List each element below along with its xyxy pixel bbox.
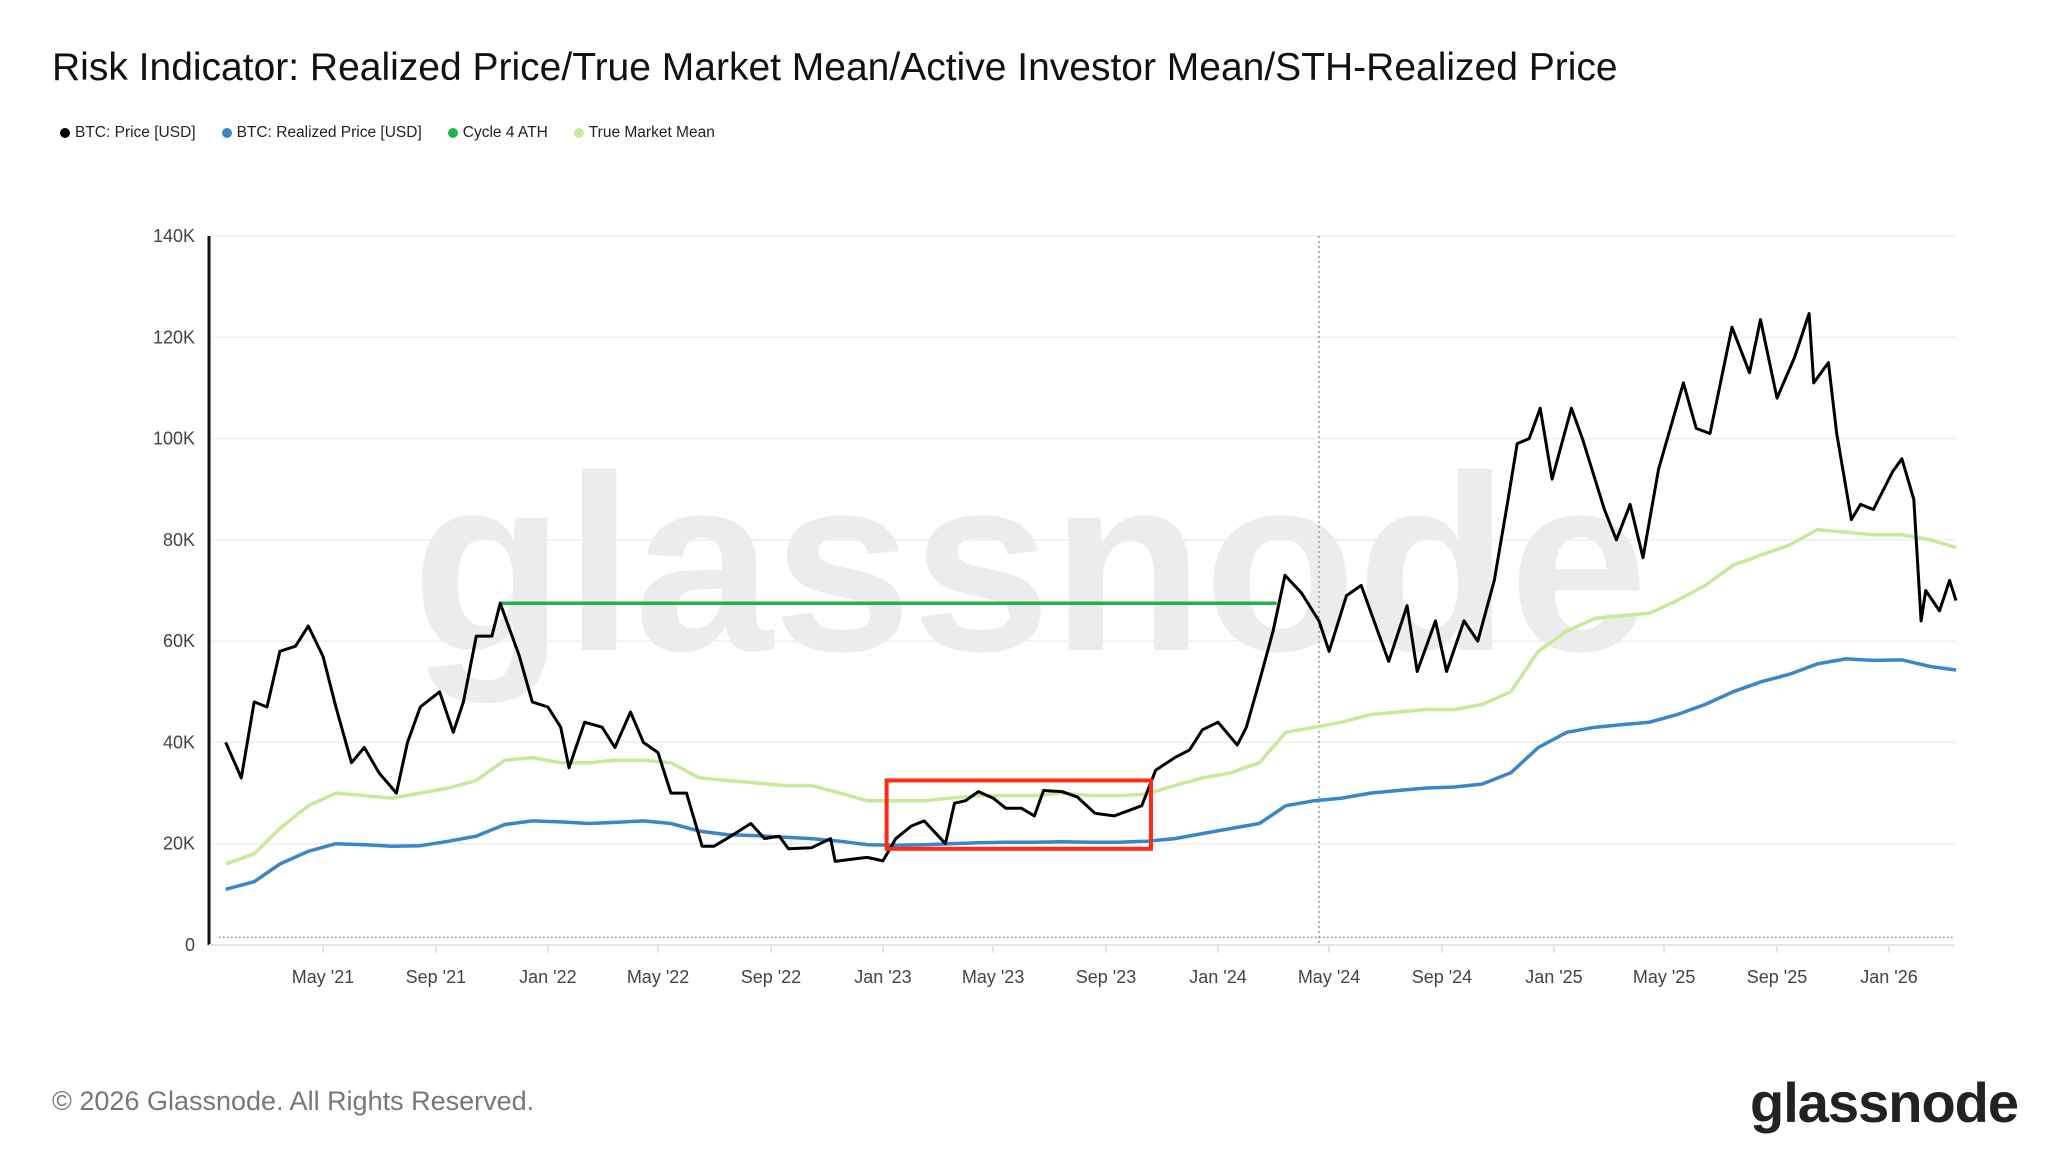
x-tick-label: May '25	[1633, 967, 1695, 987]
x-tick-label: May '23	[962, 967, 1024, 987]
x-tick-label: May '21	[292, 967, 354, 987]
x-tick-label: Jan '25	[1525, 967, 1582, 987]
legend-item-true-market-mean[interactable]: True Market Mean	[573, 124, 715, 142]
legend-dot-icon	[60, 128, 70, 138]
y-tick-label: 100K	[153, 429, 195, 449]
x-tick-label: Jan '23	[854, 967, 911, 987]
y-tick-label: 20K	[163, 834, 195, 854]
legend-item-price[interactable]: BTC: Price [USD]	[60, 124, 196, 142]
legend-dot-icon	[447, 128, 458, 138]
legend-dot-icon	[573, 128, 584, 138]
x-tick-label: May '22	[627, 967, 689, 987]
x-tick-label: Sep '22	[741, 967, 802, 987]
legend-label: Cycle 4 ATH	[462, 124, 548, 141]
y-tick-label: 60K	[163, 631, 195, 651]
glassnode-logo: glassnode	[1750, 1071, 2019, 1134]
x-tick-label: Jan '26	[1860, 967, 1917, 987]
legend-label: BTC: Realized Price [USD]	[236, 124, 422, 141]
y-tick-label: 0	[185, 935, 195, 955]
x-tick-label: Sep '24	[1412, 967, 1473, 987]
series-line-btc-price-usd-	[224, 312, 1958, 863]
legend: BTC: Price [USD] BTC: Realized Price [US…	[60, 124, 715, 142]
legend-dot-icon	[221, 128, 232, 138]
x-tick-label: Jan '24	[1189, 967, 1246, 987]
x-tick-label: Sep '25	[1747, 967, 1808, 987]
series-line-btc-realized-price-usd-	[225, 657, 1957, 891]
series-line-true-market-mean	[225, 527, 1957, 866]
copyright: © 2026 Glassnode. All Rights Reserved.	[52, 1086, 535, 1116]
legend-label: BTC: Price [USD]	[75, 124, 196, 141]
x-tick-label: May '24	[1298, 967, 1360, 987]
watermark: glassnode	[412, 424, 1648, 703]
legend-item-cycle4-ath[interactable]: Cycle 4 ATH	[447, 124, 548, 142]
x-tick-label: Sep '23	[1076, 967, 1137, 987]
y-tick-label: 80K	[163, 530, 195, 550]
y-tick-label: 140K	[153, 226, 195, 246]
x-tick-label: Sep '21	[406, 967, 467, 987]
legend-label: True Market Mean	[588, 124, 715, 141]
y-tick-label: 40K	[163, 732, 195, 752]
x-tick-label: Jan '22	[519, 967, 576, 987]
legend-item-realized-price[interactable]: BTC: Realized Price [USD]	[221, 124, 422, 142]
highlight-box	[884, 778, 1153, 851]
y-tick-label: 120K	[153, 327, 195, 347]
page-title: Risk Indicator: Realized Price/True Mark…	[52, 46, 1618, 89]
